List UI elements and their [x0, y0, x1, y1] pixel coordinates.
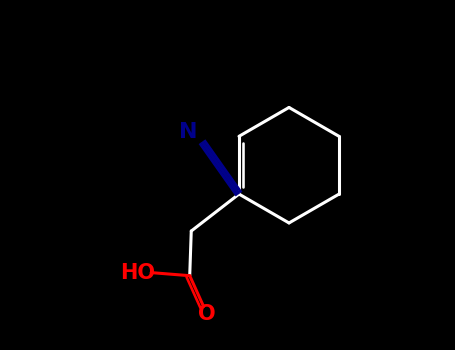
Text: HO: HO — [120, 262, 155, 282]
Text: O: O — [198, 304, 216, 324]
Text: N: N — [179, 122, 197, 142]
